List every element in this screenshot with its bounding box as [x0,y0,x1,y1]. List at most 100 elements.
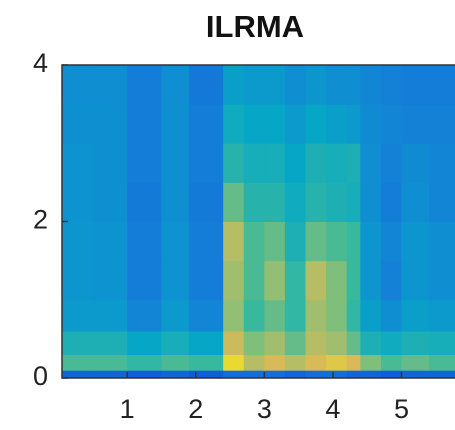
heatmap-cell [326,331,348,356]
heatmap-cell [360,370,382,379]
heatmap-cell [243,143,265,183]
heatmap-cell [62,331,94,356]
heatmap-cell [188,221,224,262]
heatmap-cell [380,221,403,262]
heatmap-cell [161,260,190,301]
heatmap-cell [326,221,348,262]
heatmap-cell [428,299,455,332]
heatmap-cell [401,370,430,379]
heatmap-cell [62,354,94,371]
heatmap-cell [284,182,306,222]
heatmap-cell [161,299,190,332]
heatmap-cell [127,182,162,222]
heatmap-cell [360,331,382,356]
heatmap-cell [305,260,327,301]
heatmap-cell [380,182,403,222]
heatmap-cell [243,65,265,105]
heatmap-cell [401,221,430,262]
heatmap-cell [346,370,361,379]
heatmap-cell [326,65,348,105]
heatmap-cell [380,65,403,105]
heatmap-cell [326,354,348,371]
heatmap-cell [264,370,286,379]
heatmap-cell [360,182,382,222]
x-tick-label: 3 [257,394,272,424]
heatmap-cell [62,104,94,144]
heatmap-cell [305,104,327,144]
heatmap-cell [428,65,455,105]
heatmap-cell [305,221,327,262]
heatmap-cell [92,104,128,144]
heatmap-cell [92,143,128,183]
heatmap-cell [92,65,128,105]
heatmap-cell [380,299,403,332]
heatmap-cell [223,260,245,301]
heatmap-cell [243,104,265,144]
heatmap-cell [401,260,430,301]
heatmap-cell [360,143,382,183]
heatmap-cell [264,104,286,144]
heatmap-cell [264,260,286,301]
heatmap-cell [401,299,430,332]
heatmap-cell [380,370,403,379]
heatmap-cell [62,370,94,379]
heatmap-cell [127,354,162,371]
heatmap-cell [264,221,286,262]
heatmap-cell [223,299,245,332]
heatmap-cell [380,354,403,371]
heatmap-cell [161,221,190,262]
heatmap-cell [284,104,306,144]
heatmap-cell [326,299,348,332]
heatmap-cell [264,182,286,222]
heatmap-cell [92,260,128,301]
heatmap-cell [305,331,327,356]
heatmap-cell [223,65,245,105]
heatmap-cell [401,143,430,183]
heatmap-cell [428,182,455,222]
heatmap-cell [223,143,245,183]
heatmap-cell [428,143,455,183]
heatmap-cell [284,143,306,183]
heatmap-cell [305,65,327,105]
heatmap-cell [188,182,224,222]
heatmap-cell [305,143,327,183]
heatmap-cell [380,260,403,301]
heatmap-cell [243,299,265,332]
heatmap-cell [127,299,162,332]
heatmap-cell [127,221,162,262]
heatmap-cell [346,354,361,371]
heatmap-cell [243,370,265,379]
heatmap-cell [428,260,455,301]
heatmap-cell [284,260,306,301]
heatmap-cell [188,143,224,183]
heatmap-cell [360,104,382,144]
heatmap-cell [62,299,94,332]
heatmap [62,65,455,379]
heatmap-cell [188,331,224,356]
heatmap-cell [92,182,128,222]
heatmap-cell [92,354,128,371]
heatmap-cell [346,260,361,301]
heatmap-cell [92,221,128,262]
heatmap-cell [243,331,265,356]
heatmap-cell [223,182,245,222]
heatmap-cell [62,221,94,262]
heatmap-cell [428,221,455,262]
heatmap-cell [401,331,430,356]
heatmap-cell [243,221,265,262]
heatmap-cell [223,221,245,262]
heatmap-cell [428,104,455,144]
heatmap-cell [284,221,306,262]
heatmap-cell [360,299,382,332]
heatmap-cell [380,143,403,183]
heatmap-cell [284,299,306,332]
heatmap-cell [401,182,430,222]
y-tick-label: 4 [33,48,48,78]
x-tick-label: 2 [188,394,203,424]
heatmap-cell [326,370,348,379]
heatmap-cell [188,299,224,332]
heatmap-cell [284,370,306,379]
heatmap-cell [326,182,348,222]
heatmap-cell [161,182,190,222]
heatmap-cell [401,65,430,105]
